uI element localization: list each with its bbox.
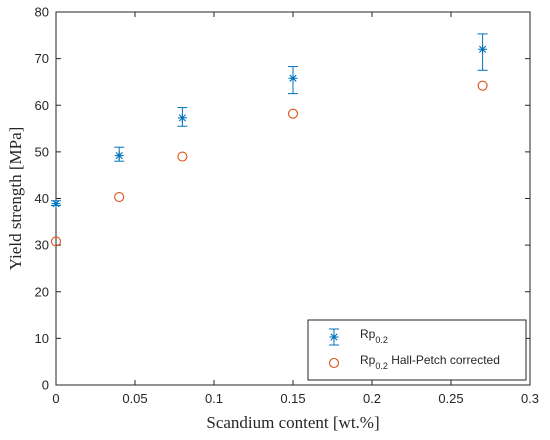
legend: Rp0.2 Rp0.2 Hall-Petch corrected	[307, 319, 527, 381]
data-point-rp02	[177, 113, 187, 123]
x-tick-label: 0.3	[521, 391, 539, 406]
legend-box	[307, 319, 527, 381]
x-tick-label: 0.2	[363, 391, 381, 406]
y-tick-label: 30	[35, 238, 49, 253]
y-tick-label: 20	[35, 284, 49, 299]
data-point-hall-petch	[477, 80, 488, 91]
data-point-rp02	[51, 199, 61, 209]
y-tick-label: 80	[35, 5, 49, 20]
x-tick-label: 0.25	[438, 391, 463, 406]
x-tick-label: 0.15	[280, 391, 305, 406]
data-point-hall-petch	[287, 108, 299, 119]
data-point-hall-petch	[177, 151, 188, 162]
data-point-rp02	[478, 44, 488, 54]
x-tick-label: 0	[52, 391, 59, 406]
data-point-hall-petch	[50, 236, 62, 247]
data-point-rp02	[114, 151, 124, 161]
x-tick-label: 0.05	[122, 391, 147, 406]
y-tick-label: 0	[42, 378, 49, 393]
data-point-rp02	[288, 73, 298, 83]
legend-label: Rp0.2	[360, 327, 388, 345]
y-tick-label: 70	[35, 51, 49, 66]
x-tick-label: 0.1	[205, 391, 223, 406]
y-tick-label: 50	[35, 144, 49, 159]
legend-marker-rp02	[329, 332, 339, 342]
legend-label: Rp0.2 Hall-Petch corrected	[360, 353, 500, 371]
legend-marker-hall-petch	[328, 357, 340, 369]
y-axis-label: Yield strength [MPa]	[6, 127, 25, 271]
y-tick-label: 10	[35, 331, 49, 346]
data-point-hall-petch	[114, 192, 125, 203]
y-tick-label: 40	[35, 191, 49, 206]
x-axis-label: Scandium content [wt.%]	[206, 413, 379, 432]
y-tick-label: 60	[35, 98, 49, 113]
